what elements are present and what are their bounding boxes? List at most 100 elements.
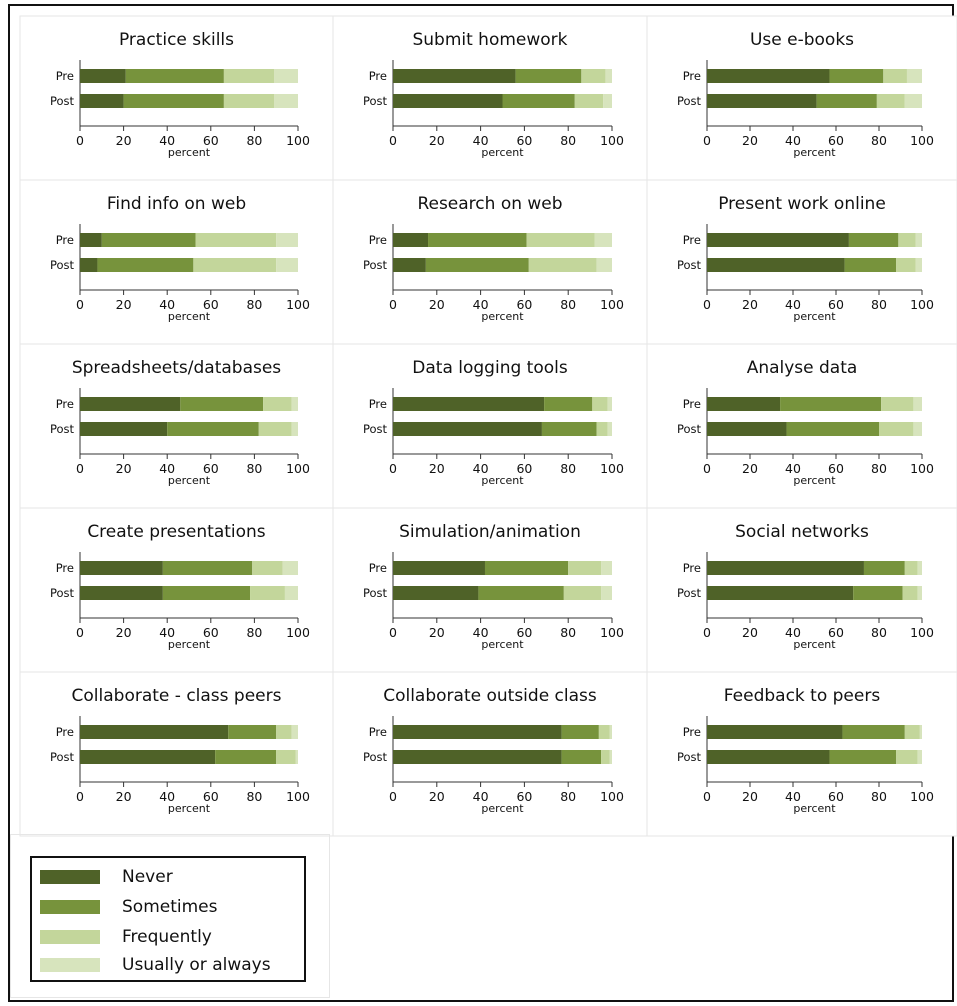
panel-title: Simulation/animation <box>399 522 581 542</box>
bar-post-sometimes <box>786 422 879 436</box>
bar-pre-never <box>80 725 229 739</box>
panel-spreadsheets-databases: Spreadsheets/databases Pre Post 0 20 40 60 80 10… <box>19 343 334 509</box>
bar-pre-never <box>707 233 849 247</box>
x-tick-label: 20 <box>429 133 445 148</box>
panel-practice-skills: Practice skills Pre Post 0 20 40 60 80 100 percen… <box>19 15 334 181</box>
bar-post-frequently <box>528 258 597 272</box>
bar-post-usually-or-always <box>913 422 922 436</box>
category-label-post: Post <box>677 586 702 600</box>
bar-post-frequently <box>563 586 602 600</box>
category-label-pre: Pre <box>56 397 74 411</box>
x-tick-label: 60 <box>828 789 844 804</box>
x-tick-label: 0 <box>76 461 84 476</box>
bar-pre-frequently <box>898 233 916 247</box>
bar-pre-usually-or-always <box>917 561 922 575</box>
x-axis-label: percent <box>793 310 836 323</box>
x-tick-label: 0 <box>389 297 397 312</box>
x-tick-label: 80 <box>560 461 576 476</box>
bar-pre-never <box>80 233 102 247</box>
x-tick-label: 80 <box>246 133 262 148</box>
bar-pre-usually-or-always <box>605 69 612 83</box>
x-tick-label: 0 <box>389 133 397 148</box>
bar-post-sometimes <box>162 586 251 600</box>
x-tick-label: 40 <box>473 789 489 804</box>
bar-post-usually-or-always <box>295 750 298 764</box>
bar-pre-sometimes <box>842 725 905 739</box>
bar-pre-never <box>393 397 545 411</box>
bar-post-sometimes <box>478 586 564 600</box>
x-tick-label: 20 <box>116 133 132 148</box>
x-tick-label: 60 <box>203 789 219 804</box>
x-tick-label: 20 <box>116 461 132 476</box>
bar-pre-frequently <box>568 561 602 575</box>
bar-pre-never <box>393 233 429 247</box>
bar-pre-frequently <box>276 725 292 739</box>
bar-post-frequently <box>574 94 604 108</box>
category-label-post: Post <box>363 422 388 436</box>
x-tick-label: 20 <box>116 297 132 312</box>
category-label-pre: Pre <box>369 725 387 739</box>
panel-feedback-to-peers: Feedback to peers Pre Post 0 20 40 60 80 100 perc… <box>646 671 957 837</box>
legend-item-usually-or-always: Usually or always <box>40 954 271 976</box>
legend-item-frequently: Frequently <box>40 926 212 948</box>
legend: Never Sometimes Frequently Usually or al… <box>30 856 306 982</box>
x-tick-label: 60 <box>516 297 532 312</box>
x-tick-label: 60 <box>516 789 532 804</box>
category-label-post: Post <box>677 258 702 272</box>
bar-pre-frequently <box>581 69 606 83</box>
bar-post-never <box>707 750 830 764</box>
bar-pre-usually-or-always <box>291 397 298 411</box>
bar-post-frequently <box>596 422 608 436</box>
bar-post-sometimes <box>561 750 602 764</box>
bar-pre-frequently <box>195 233 277 247</box>
category-label-pre: Pre <box>369 397 387 411</box>
x-axis-label: percent <box>168 310 211 323</box>
x-tick-label: 80 <box>246 789 262 804</box>
x-tick-label: 80 <box>560 297 576 312</box>
category-label-post: Post <box>363 258 388 272</box>
x-axis-label: percent <box>481 474 524 487</box>
category-label-pre: Pre <box>56 725 74 739</box>
x-tick-label: 100 <box>910 789 934 804</box>
x-tick-label: 40 <box>159 297 175 312</box>
x-tick-label: 20 <box>742 789 758 804</box>
category-label-pre: Pre <box>56 69 74 83</box>
bar-pre-sometimes <box>780 397 882 411</box>
x-tick-label: 100 <box>286 133 310 148</box>
x-tick-label: 40 <box>785 297 801 312</box>
bar-pre-sometimes <box>162 561 253 575</box>
bar-pre-usually-or-always <box>913 397 922 411</box>
category-label-post: Post <box>677 750 702 764</box>
bar-pre-frequently <box>598 725 610 739</box>
bar-pre-never <box>393 725 562 739</box>
category-label-pre: Pre <box>683 561 701 575</box>
x-tick-label: 60 <box>828 625 844 640</box>
bar-post-never <box>707 94 817 108</box>
panel-title: Analyse data <box>747 358 858 378</box>
bar-pre-usually-or-always <box>601 561 612 575</box>
bar-post-sometimes <box>816 94 877 108</box>
panel-collaborate-class-peers: Collaborate - class peers Pre Post 0 20 40 60 8… <box>19 671 334 837</box>
bar-post-frequently <box>276 750 296 764</box>
x-tick-label: 0 <box>703 625 711 640</box>
x-tick-label: 100 <box>286 625 310 640</box>
bar-post-never <box>393 94 503 108</box>
bar-pre-sometimes <box>561 725 599 739</box>
x-tick-label: 100 <box>286 789 310 804</box>
bar-pre-usually-or-always <box>276 233 298 247</box>
bar-post-frequently <box>879 422 914 436</box>
panel-title: Submit homework <box>412 30 567 50</box>
category-label-pre: Pre <box>683 397 701 411</box>
legend-swatch-never <box>40 870 100 884</box>
x-tick-label: 20 <box>116 625 132 640</box>
legend-swatch-sometimes <box>40 900 100 914</box>
bar-post-sometimes <box>502 94 575 108</box>
x-tick-label: 20 <box>429 461 445 476</box>
category-label-pre: Pre <box>683 69 701 83</box>
bar-pre-frequently <box>263 397 292 411</box>
bar-pre-never <box>80 69 126 83</box>
bar-pre-usually-or-always <box>594 233 612 247</box>
x-tick-label: 0 <box>76 133 84 148</box>
x-tick-label: 80 <box>560 625 576 640</box>
x-axis-label: percent <box>793 638 836 651</box>
